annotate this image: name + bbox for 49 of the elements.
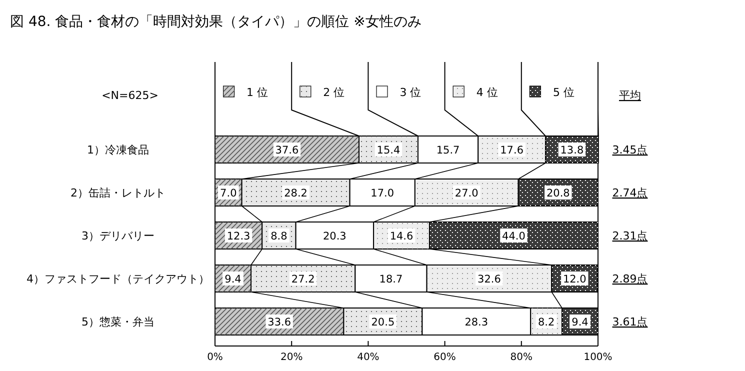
legend-label: 3 位 [400,86,422,99]
data-label: 17.6 [500,144,524,156]
data-label: 8.2 [538,316,555,328]
data-label: 17.0 [370,188,394,200]
data-label: 44.0 [502,230,526,242]
category-label: 3）デリバリー [82,230,154,242]
category-label: 5）惣菜・弁当 [82,316,154,328]
data-label: 33.6 [268,316,292,328]
tick-label: 0% [207,352,223,363]
legend-label: 2 位 [323,86,345,99]
data-label: 18.7 [379,274,403,286]
data-label: 15.7 [436,144,460,156]
annotation: 3.61点 [612,316,648,328]
data-label: 8.8 [270,230,288,242]
annotation: <N=625> [102,89,158,102]
data-label: 27.0 [454,188,478,200]
annotation: 平均 [619,89,641,102]
annotation: 2.89点 [612,272,648,286]
data-label: 14.6 [390,230,414,242]
title: 図 48. 食品・食材の「時間対効果（タイパ）」の順位 ※女性のみ [10,14,422,30]
data-label: 28.2 [284,188,308,200]
data-label: 9.4 [224,274,242,286]
data-label: 32.6 [478,274,501,286]
data-label: 7.0 [220,188,237,200]
data-label: 20.8 [546,188,570,200]
annotation: 2.31点 [612,230,648,242]
data-label: 9.4 [572,316,588,328]
tick-label: 20% [280,352,303,363]
data-label: 20.5 [371,316,395,328]
tick-label: 60% [434,352,456,363]
data-label: 37.6 [275,144,299,156]
tick-label: 100% [584,352,612,363]
data-label: 15.4 [376,144,400,156]
data-label: 27.2 [291,274,315,286]
legend-label: 5 位 [552,86,574,99]
data-label: 20.3 [323,230,346,242]
data-label: 12.3 [226,230,250,242]
data-label: 13.8 [560,144,584,156]
legend-label: 1 位 [246,86,268,99]
category-label: 2）缶詰・レトルト [70,186,166,200]
category-label: 1）冷凍食品 [87,144,149,156]
legend-label: 4 位 [476,86,498,99]
annotation: 2.74点 [612,186,648,200]
data-label: 12.0 [562,274,586,286]
tick-label: 80% [510,352,533,363]
tick-label: 40% [357,352,380,363]
category-label: 4）ファストフード（テイクアウト） [26,272,210,286]
annotation: 3.45点 [612,144,648,156]
data-label: 28.3 [464,316,488,328]
